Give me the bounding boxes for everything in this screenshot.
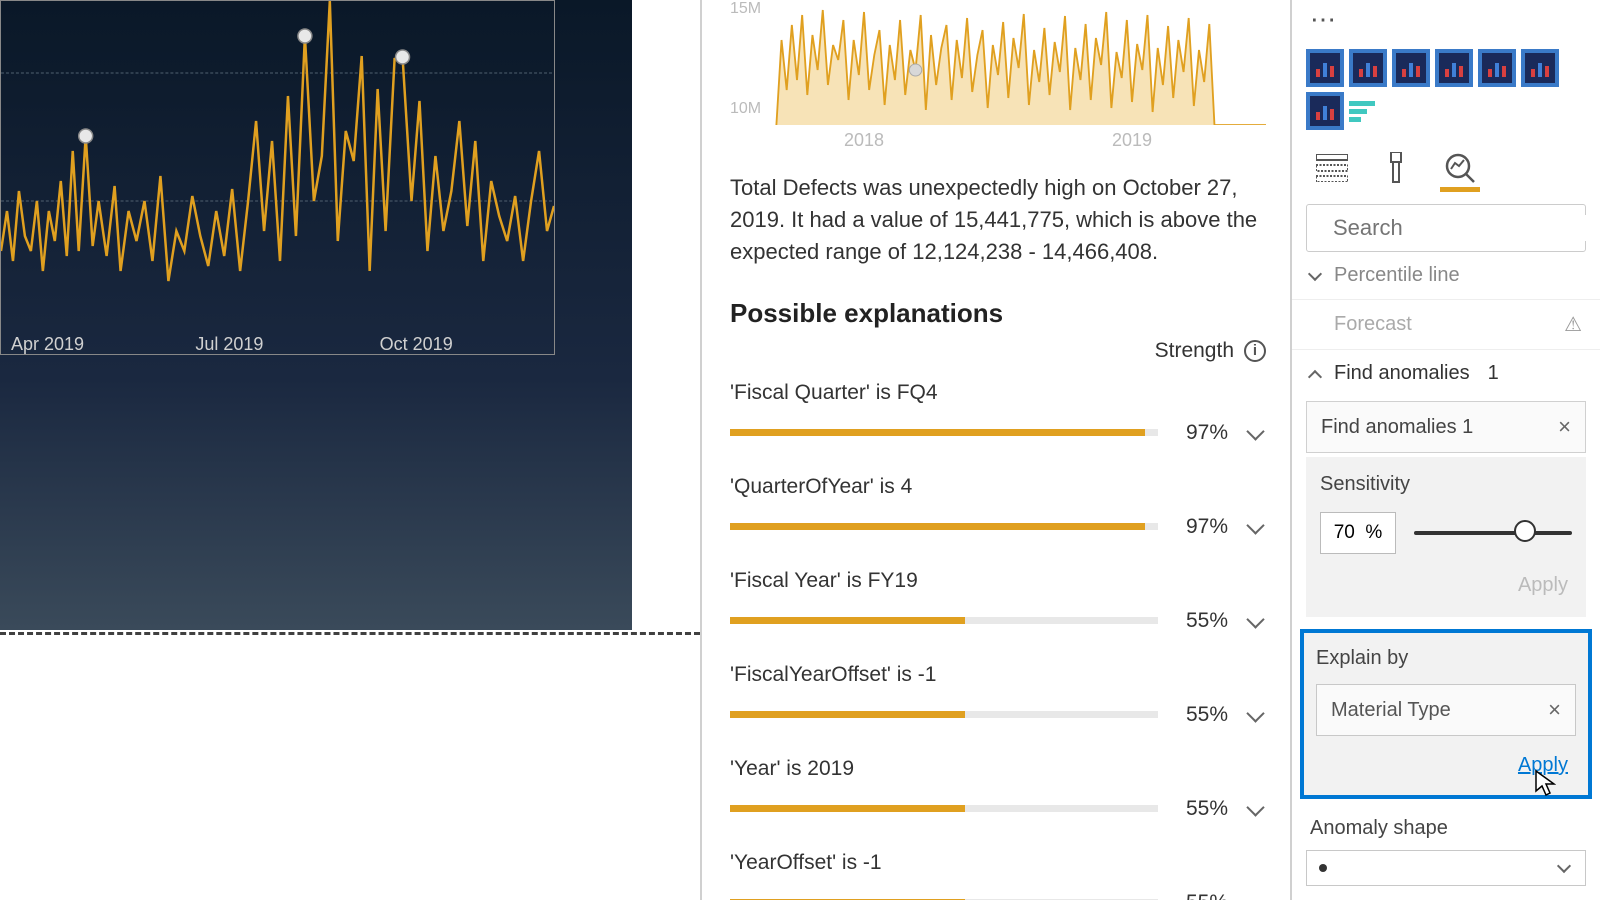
chip-label: Find anomalies 1 <box>1321 416 1473 439</box>
chevron-down-icon <box>1559 861 1573 875</box>
mini-chart-svg <box>730 0 1266 125</box>
chevron-up-icon <box>1310 367 1324 381</box>
anomaly-description: Total Defects was unexpectedly high on O… <box>730 172 1266 268</box>
close-icon[interactable]: × <box>1548 697 1561 723</box>
forecast-label: Forecast <box>1334 313 1412 336</box>
chevron-down-icon[interactable] <box>1246 517 1266 537</box>
chevron-down-icon[interactable] <box>1246 799 1266 819</box>
strength-bar <box>730 429 1158 436</box>
viz-type-icon[interactable] <box>1306 49 1344 87</box>
dark-report-area: Apr 2019 Jul 2019 Oct 2019 <box>0 0 632 630</box>
anomalies-count: 1 <box>1488 362 1499 385</box>
report-canvas: Apr 2019 Jul 2019 Oct 2019 <box>0 0 700 900</box>
format-tabs <box>1292 136 1600 192</box>
explanation-item[interactable]: 'Year' is 2019 55% <box>730 757 1266 821</box>
strength-pct: 55% <box>1176 797 1228 821</box>
strength-bar <box>730 523 1158 530</box>
strength-header: Strength i <box>730 339 1266 363</box>
explanation-item[interactable]: 'YearOffset' is -1 55% <box>730 851 1266 900</box>
axis-label: 2018 <box>844 130 884 151</box>
mini-y-label: 10M <box>730 100 761 118</box>
viz-type-icon[interactable] <box>1521 49 1559 87</box>
explanation-label: 'Year' is 2019 <box>730 757 1266 781</box>
viz-type-icon[interactable] <box>1435 49 1473 87</box>
explanation-item[interactable]: 'Fiscal Year' is FY19 55% <box>730 569 1266 633</box>
viz-type-icon[interactable] <box>1478 49 1516 87</box>
strength-bar <box>730 805 1158 812</box>
shape-dot-icon <box>1319 864 1327 872</box>
explanation-label: 'FiscalYearOffset' is -1 <box>730 663 1266 687</box>
explanation-label: 'QuarterOfYear' is 4 <box>730 475 1266 499</box>
viz-type-icon[interactable] <box>1306 92 1344 130</box>
percentile-line-row[interactable]: Percentile line <box>1292 252 1600 300</box>
viz-type-icon[interactable] <box>1349 49 1387 87</box>
search-box[interactable] <box>1306 204 1586 252</box>
analytics-tab[interactable] <box>1442 150 1478 186</box>
percentile-label: Percentile line <box>1334 264 1460 287</box>
fields-tab[interactable] <box>1314 150 1350 186</box>
more-options-icon[interactable]: ⋯ <box>1292 4 1600 43</box>
anomaly-shape-select[interactable] <box>1306 850 1586 886</box>
sensitivity-label: Sensitivity <box>1320 473 1572 496</box>
chevron-down-icon[interactable] <box>1246 705 1266 725</box>
explanation-label: 'Fiscal Quarter' is FQ4 <box>730 381 1266 405</box>
explain-by-chip[interactable]: Material Type × <box>1316 684 1576 736</box>
search-input[interactable] <box>1333 215 1600 241</box>
explanations-list: 'Fiscal Quarter' is FQ4 97% 'QuarterOfYe… <box>730 381 1266 900</box>
visualizations-pane: ⋯ Percentile line Forecast ⚠ <box>1290 0 1600 900</box>
close-icon[interactable]: × <box>1558 414 1571 440</box>
explanation-label: 'YearOffset' is -1 <box>730 851 1266 875</box>
mini-x-axis: 2018 2019 <box>730 130 1266 151</box>
explain-by-label: Explain by <box>1316 647 1576 670</box>
axis-label: 2019 <box>1112 130 1152 151</box>
find-anomalies-label: Find anomalies <box>1334 362 1470 385</box>
strength-pct: 97% <box>1176 421 1228 445</box>
sensitivity-input[interactable] <box>1320 512 1396 554</box>
chevron-down-icon[interactable] <box>1246 423 1266 443</box>
slider-thumb[interactable] <box>1514 520 1536 542</box>
explanation-label: 'Fiscal Year' is FY19 <box>730 569 1266 593</box>
axis-label: Apr 2019 <box>1 334 185 355</box>
axis-label: Oct 2019 <box>370 334 554 355</box>
apply-disabled-button: Apply <box>1320 574 1572 597</box>
strength-pct: 55% <box>1176 703 1228 727</box>
strength-label: Strength <box>1155 339 1234 363</box>
explanation-item[interactable]: 'FiscalYearOffset' is -1 55% <box>730 663 1266 727</box>
info-icon[interactable]: i <box>1244 340 1266 362</box>
anomaly-shape-label: Anomaly shape <box>1292 799 1600 850</box>
strength-pct: 97% <box>1176 515 1228 539</box>
axis-label: Jul 2019 <box>185 334 369 355</box>
mini-overview-chart[interactable]: 15M 10M 2018 2019 <box>730 0 1266 150</box>
sensitivity-slider[interactable] <box>1414 531 1572 535</box>
explanation-item[interactable]: 'Fiscal Quarter' is FQ4 97% <box>730 381 1266 445</box>
explanation-item[interactable]: 'QuarterOfYear' is 4 97% <box>730 475 1266 539</box>
mini-y-label: 15M <box>730 0 761 18</box>
warning-icon: ⚠ <box>1564 312 1582 337</box>
strength-pct: 55% <box>1176 891 1228 900</box>
viz-type-icon[interactable] <box>1349 92 1387 130</box>
canvas-selection-border <box>0 632 700 635</box>
chevron-down-icon[interactable] <box>1246 893 1266 900</box>
chevron-down-icon[interactable] <box>1246 611 1266 631</box>
strength-bar <box>730 711 1158 718</box>
main-line-chart[interactable]: Apr 2019 Jul 2019 Oct 2019 <box>0 0 555 355</box>
format-tab[interactable] <box>1378 150 1414 186</box>
forecast-row[interactable]: Forecast ⚠ <box>1292 300 1600 349</box>
visualization-gallery <box>1292 43 1600 136</box>
main-chart-svg <box>1 1 554 321</box>
viz-type-icon[interactable] <box>1392 49 1430 87</box>
explanations-heading: Possible explanations <box>730 298 1266 329</box>
anomaly-insights-pane: 15M 10M 2018 2019 Total Defects was unex… <box>700 0 1290 900</box>
find-anomalies-row[interactable]: Find anomalies 1 <box>1292 349 1600 397</box>
explain-by-section: Explain by Material Type × Apply <box>1300 629 1592 799</box>
strength-bar <box>730 617 1158 624</box>
sensitivity-section: Sensitivity Apply <box>1306 457 1586 617</box>
main-chart-x-axis: Apr 2019 Jul 2019 Oct 2019 <box>1 326 554 363</box>
apply-button[interactable]: Apply <box>1316 754 1576 777</box>
chevron-down-icon <box>1310 269 1324 283</box>
anomalies-chip[interactable]: Find anomalies 1 × <box>1306 401 1586 453</box>
explain-chip-label: Material Type <box>1331 699 1451 722</box>
strength-pct: 55% <box>1176 609 1228 633</box>
